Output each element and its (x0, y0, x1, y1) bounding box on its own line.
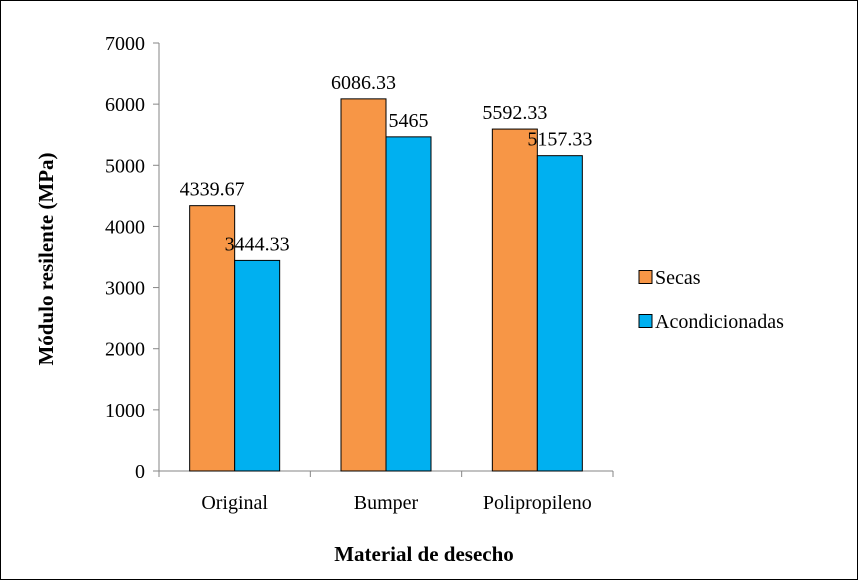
data-labels: 4339.67 6086.33 5592.33 3444.33 5465 5157.33 (180, 72, 593, 256)
y-tick-label: 1000 (105, 400, 145, 422)
y-tick-label: 4000 (105, 216, 145, 238)
legend-label-secas: Secas (655, 267, 701, 289)
x-tick-label: Polipropileno (483, 492, 592, 514)
data-label: 5157.33 (527, 129, 592, 151)
x-tick-label: Original (201, 492, 268, 514)
bar-secas-original (189, 205, 236, 472)
x-axis-title: Material de desecho (334, 542, 514, 566)
y-tick-label: 0 (135, 461, 145, 483)
data-label: 5592.33 (482, 102, 547, 124)
bar-acondicionadas-original (234, 259, 281, 472)
y-tick-label: 6000 (105, 94, 145, 116)
y-tick-label: 5000 (105, 155, 145, 177)
legend-label-acondicionadas: Acondicionadas (655, 311, 784, 333)
axes: 0 1000 2000 3000 4000 5000 6000 7000 Original Bum… (105, 33, 614, 514)
data-label: 3444.33 (225, 233, 290, 255)
y-tick-label: 2000 (105, 339, 145, 361)
bars (189, 98, 583, 472)
bar-secas-bumper (340, 98, 387, 472)
y-axis-title: Módulo resilente (MPa) (34, 152, 58, 365)
data-label: 5465 (389, 110, 429, 132)
bar-acondicionadas-bumper (385, 136, 432, 472)
legend: Secas Acondicionadas (638, 267, 784, 333)
legend-swatch-acondicionadas (638, 314, 653, 328)
x-tick-label: Bumper (354, 492, 419, 514)
data-label: 6086.33 (331, 72, 396, 94)
y-tick-label: 7000 (105, 33, 145, 55)
data-label: 4339.67 (180, 179, 245, 201)
bar-acondicionadas-polipropileno (536, 155, 583, 472)
y-tick-label: 3000 (105, 278, 145, 300)
bar-secas-polipropileno (491, 128, 538, 472)
legend-swatch-secas (638, 270, 653, 284)
